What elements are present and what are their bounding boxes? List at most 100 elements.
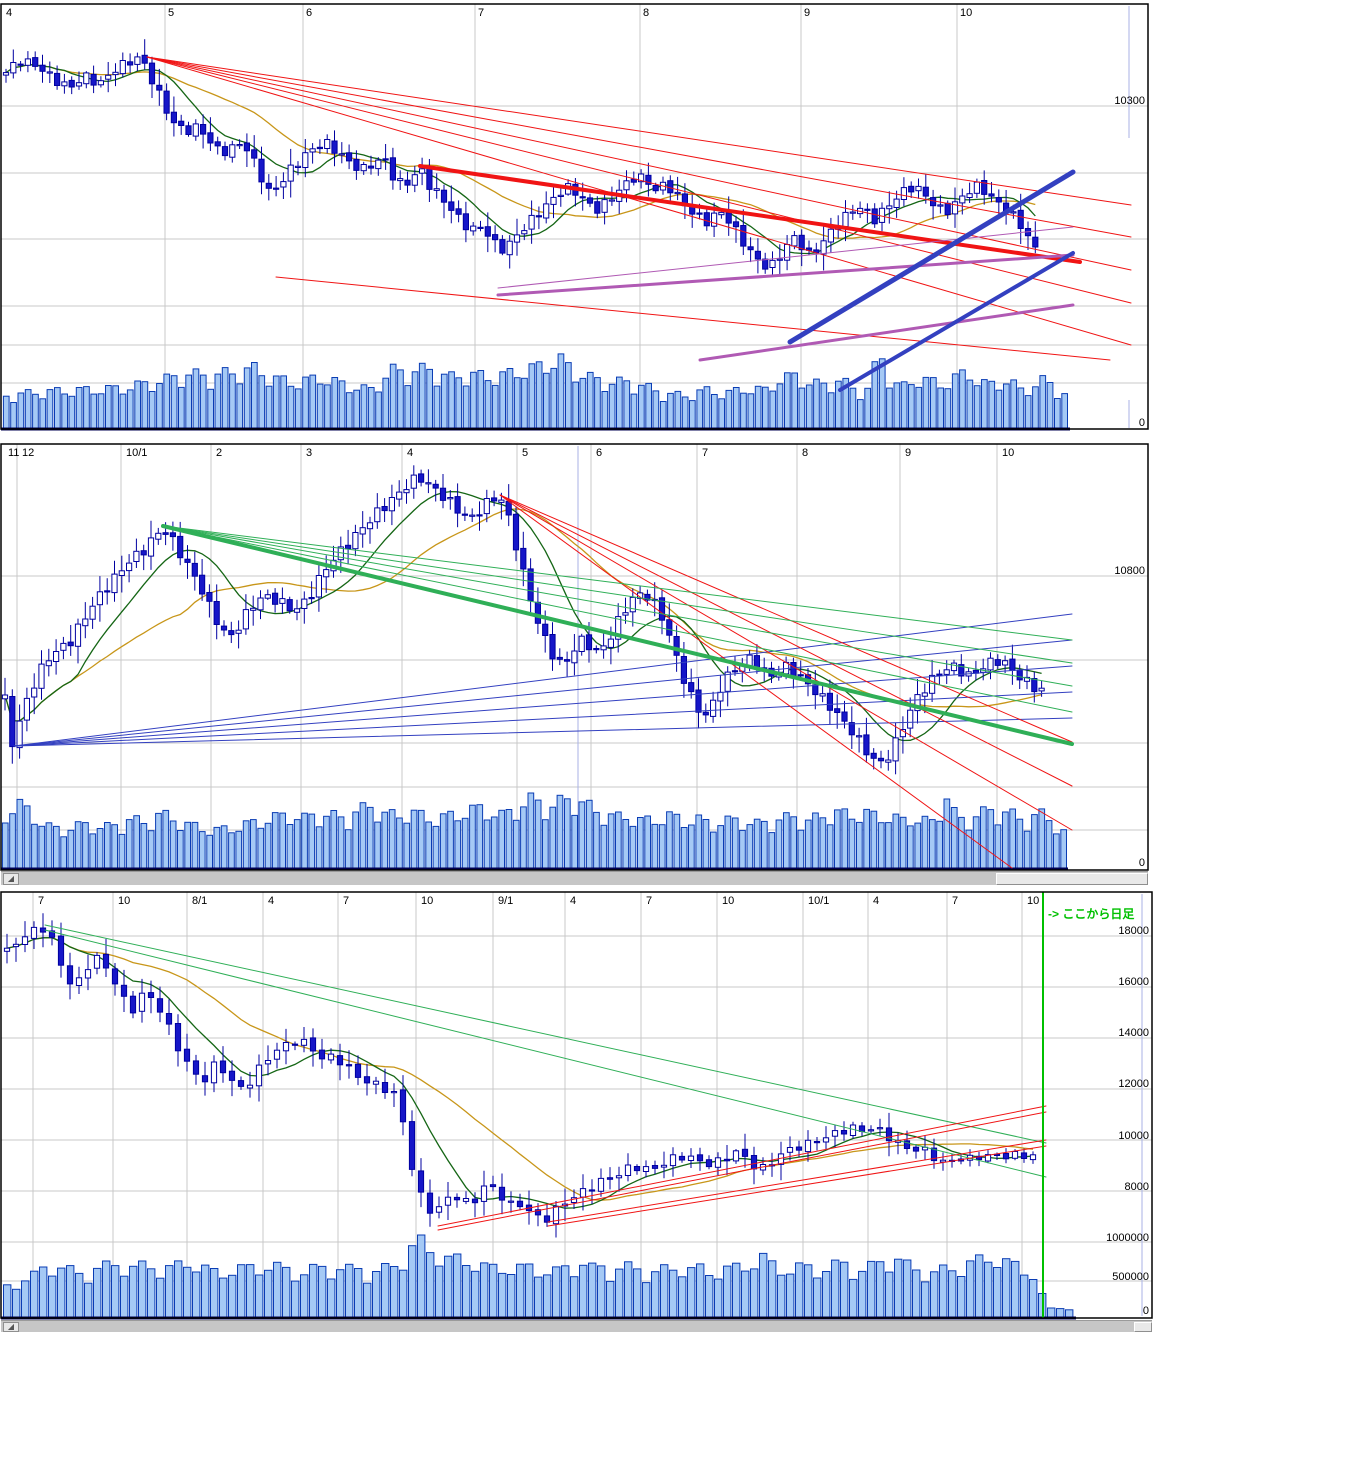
trendline-red[interactable]	[499, 494, 1013, 869]
ma-fast-line	[5, 64, 1036, 255]
trendline-green[interactable]	[162, 525, 1073, 664]
candle-up	[83, 72, 90, 85]
trendline-purple[interactable]	[698, 303, 1075, 362]
volume-bar	[914, 822, 922, 869]
volume-bar	[912, 1269, 921, 1318]
volume-bar	[46, 389, 54, 429]
trendline-red[interactable]	[146, 56, 1132, 206]
candle-up	[1011, 1151, 1019, 1159]
candle-up	[1010, 211, 1017, 214]
trendline-purple[interactable]	[497, 226, 1074, 289]
trendline-blue[interactable]	[13, 665, 1073, 747]
candle-up	[959, 195, 966, 204]
trendline-blue[interactable]	[787, 169, 1076, 345]
chart-panel-1: 4 5 6 7 8 9 10 10300 0	[0, 3, 1149, 431]
volume-bar	[520, 806, 527, 869]
trendline-red[interactable]	[499, 494, 1073, 831]
volume-bar	[680, 827, 688, 869]
candle-down	[703, 212, 710, 227]
candle-down	[381, 506, 388, 512]
scrollbar-middle-chart[interactable]: ◢	[1, 871, 1148, 885]
trendline-red[interactable]	[547, 1139, 1047, 1223]
candle-down	[666, 619, 673, 636]
candle-down	[148, 62, 156, 85]
trendline-green[interactable]	[162, 525, 1073, 713]
trendline-green[interactable]	[161, 524, 1074, 746]
volume-bar	[557, 353, 565, 429]
volume-bar	[948, 1270, 957, 1318]
candle-up	[557, 194, 564, 198]
volume-bar	[448, 371, 455, 429]
trendline-red[interactable]	[547, 1145, 1047, 1227]
scrollbar-resize-button[interactable]: ◢	[3, 1322, 19, 1332]
trendline-red[interactable]	[437, 1105, 1047, 1227]
candle-up	[842, 211, 849, 228]
candle-up	[937, 204, 944, 207]
volume-bar	[214, 373, 222, 429]
trendline-green[interactable]	[162, 525, 1073, 641]
volume-bar	[255, 1274, 264, 1318]
candle-up	[46, 71, 53, 74]
candle-down	[178, 120, 185, 126]
candle-down	[102, 953, 110, 969]
candle-down	[200, 124, 207, 135]
trendline-green[interactable]	[44, 924, 1047, 1144]
scrollbar-resize-button[interactable]: ◢	[3, 873, 19, 885]
volume-bar	[257, 827, 265, 869]
trendline-red[interactable]	[499, 494, 1073, 743]
candle-down	[981, 180, 988, 195]
scrollbar-thumb[interactable]	[996, 873, 1148, 885]
chart-panel-2: 11 12 10/1 2 3 4 5 6 7 8 9 10 10800 0	[0, 443, 1149, 871]
volume-bar	[957, 1276, 966, 1318]
trendline-red[interactable]	[499, 494, 1073, 787]
trendline-green[interactable]	[162, 525, 1073, 687]
volume-bar	[243, 367, 251, 429]
candle-down	[418, 473, 425, 483]
volume-bar	[870, 810, 878, 869]
volume-bar	[696, 1263, 705, 1318]
volume-bar	[994, 824, 1002, 869]
trendline-blue[interactable]	[13, 639, 1073, 747]
trendline-purple[interactable]	[496, 253, 1075, 297]
x-axis-label: 6	[596, 447, 602, 459]
volume-bar	[696, 389, 704, 429]
volume-bar	[505, 809, 513, 869]
trendline-red[interactable]	[418, 164, 1082, 264]
trendline-green[interactable]	[44, 929, 1047, 1178]
candle-down	[214, 141, 221, 147]
trendline-blue[interactable]	[13, 717, 1073, 747]
volume-bar	[848, 818, 856, 869]
trendline-red[interactable]	[437, 1111, 1047, 1231]
candle-up	[24, 58, 31, 66]
x-axis-label: 7	[702, 447, 708, 459]
y-axis-label: 8000	[1125, 1181, 1149, 1193]
trendline-red[interactable]	[275, 276, 1111, 361]
volume-bar	[687, 1267, 696, 1318]
volume-bar	[265, 385, 273, 429]
candle-down	[432, 483, 439, 489]
volume-bar	[630, 393, 638, 429]
volume-bar	[966, 1260, 975, 1318]
scrollbar-bottom-chart[interactable]: ◢	[1, 1320, 1152, 1332]
trendline-blue[interactable]	[838, 251, 1075, 392]
volume-bar	[777, 1274, 786, 1318]
volume-bar	[67, 829, 75, 869]
y-axis-label: 10800	[1114, 565, 1145, 577]
volume-bar	[293, 819, 301, 869]
trendline-red[interactable]	[146, 56, 1132, 238]
scrollbar-thumb[interactable]	[1134, 1322, 1152, 1332]
volume-bar	[23, 805, 31, 869]
volume-bar	[965, 829, 973, 869]
candle-up	[506, 240, 513, 256]
volume-bar	[125, 819, 133, 869]
trendline-red[interactable]	[146, 56, 1132, 346]
volume-bar	[165, 1265, 174, 1318]
candle-down	[439, 487, 447, 501]
candle-down	[363, 1076, 371, 1084]
volume-bar	[549, 806, 557, 869]
candle-up	[155, 532, 162, 540]
volume-bar	[899, 816, 907, 869]
volume-bar	[826, 824, 834, 869]
candle-up	[513, 234, 521, 243]
candle-up	[732, 1150, 740, 1162]
